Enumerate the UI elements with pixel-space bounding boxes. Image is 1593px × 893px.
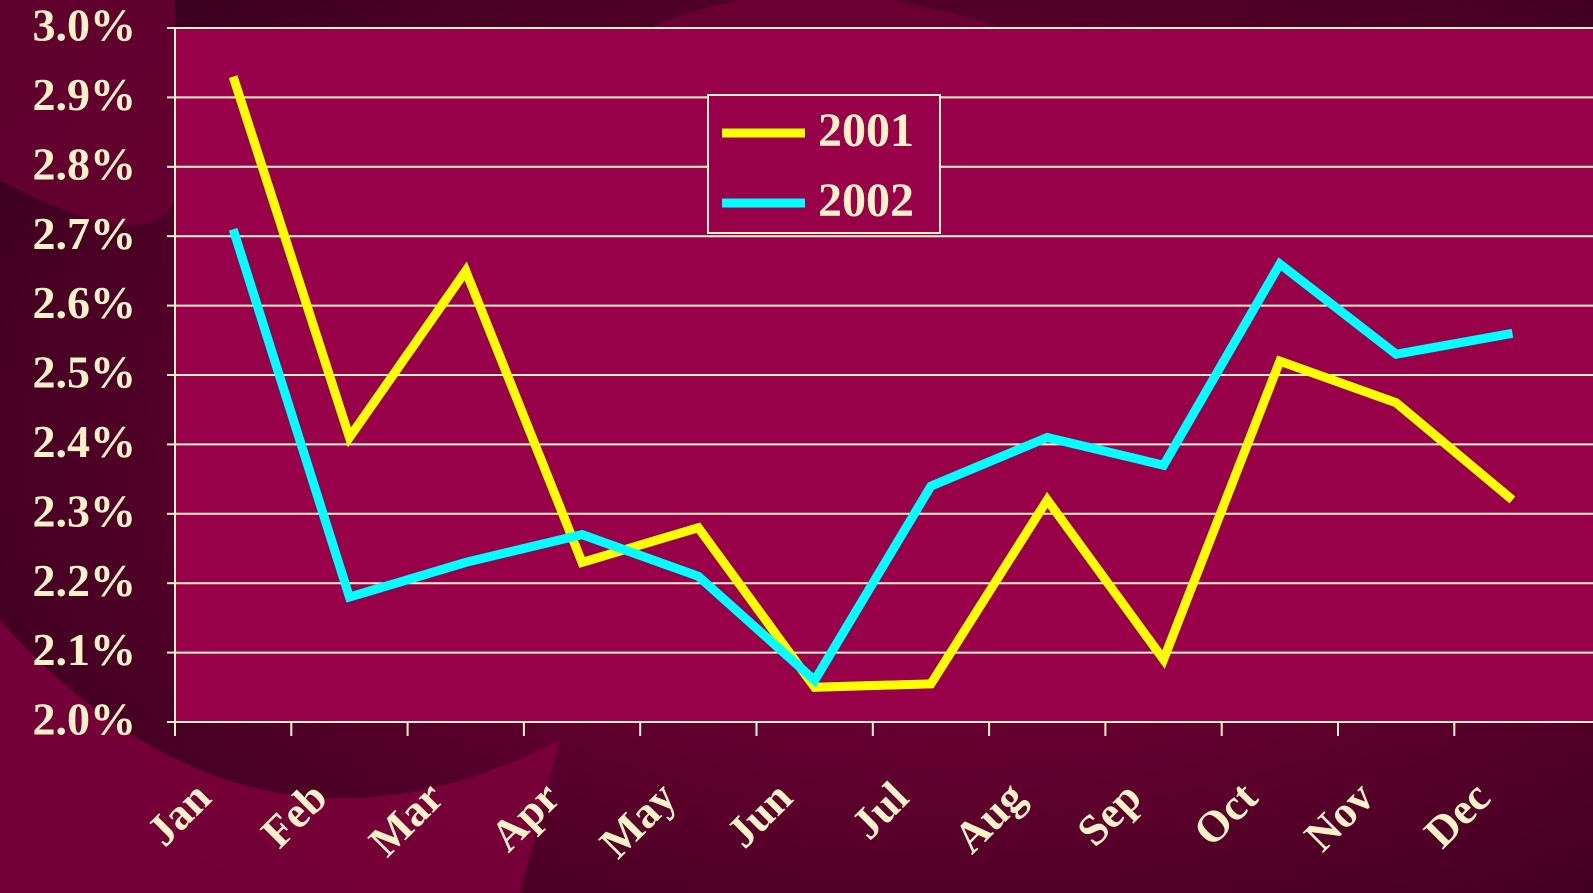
chart: 2001 2002 2.0% 2.1% 2.2% 2.3% 2.4% 2.5% 2.6% 2.7… <box>0 0 1593 893</box>
legend-label: 2002 <box>818 174 914 227</box>
y-tick-label: 3.0% <box>33 0 137 51</box>
y-tick-label: 2.1% <box>33 624 137 675</box>
y-tick-label: 2.7% <box>33 208 137 259</box>
y-tick-label: 2.3% <box>33 485 137 536</box>
y-tick-label: 2.5% <box>33 347 137 398</box>
legend: 2001 2002 <box>708 95 940 233</box>
y-tick-label: 2.8% <box>33 138 137 189</box>
y-tick-label: 2.6% <box>33 277 137 328</box>
y-tick-label: 2.4% <box>33 416 137 467</box>
legend-label: 2001 <box>818 104 914 157</box>
y-tick-label: 2.2% <box>33 555 137 606</box>
y-tick-label: 2.9% <box>33 69 137 120</box>
y-tick-label: 2.0% <box>33 694 137 745</box>
